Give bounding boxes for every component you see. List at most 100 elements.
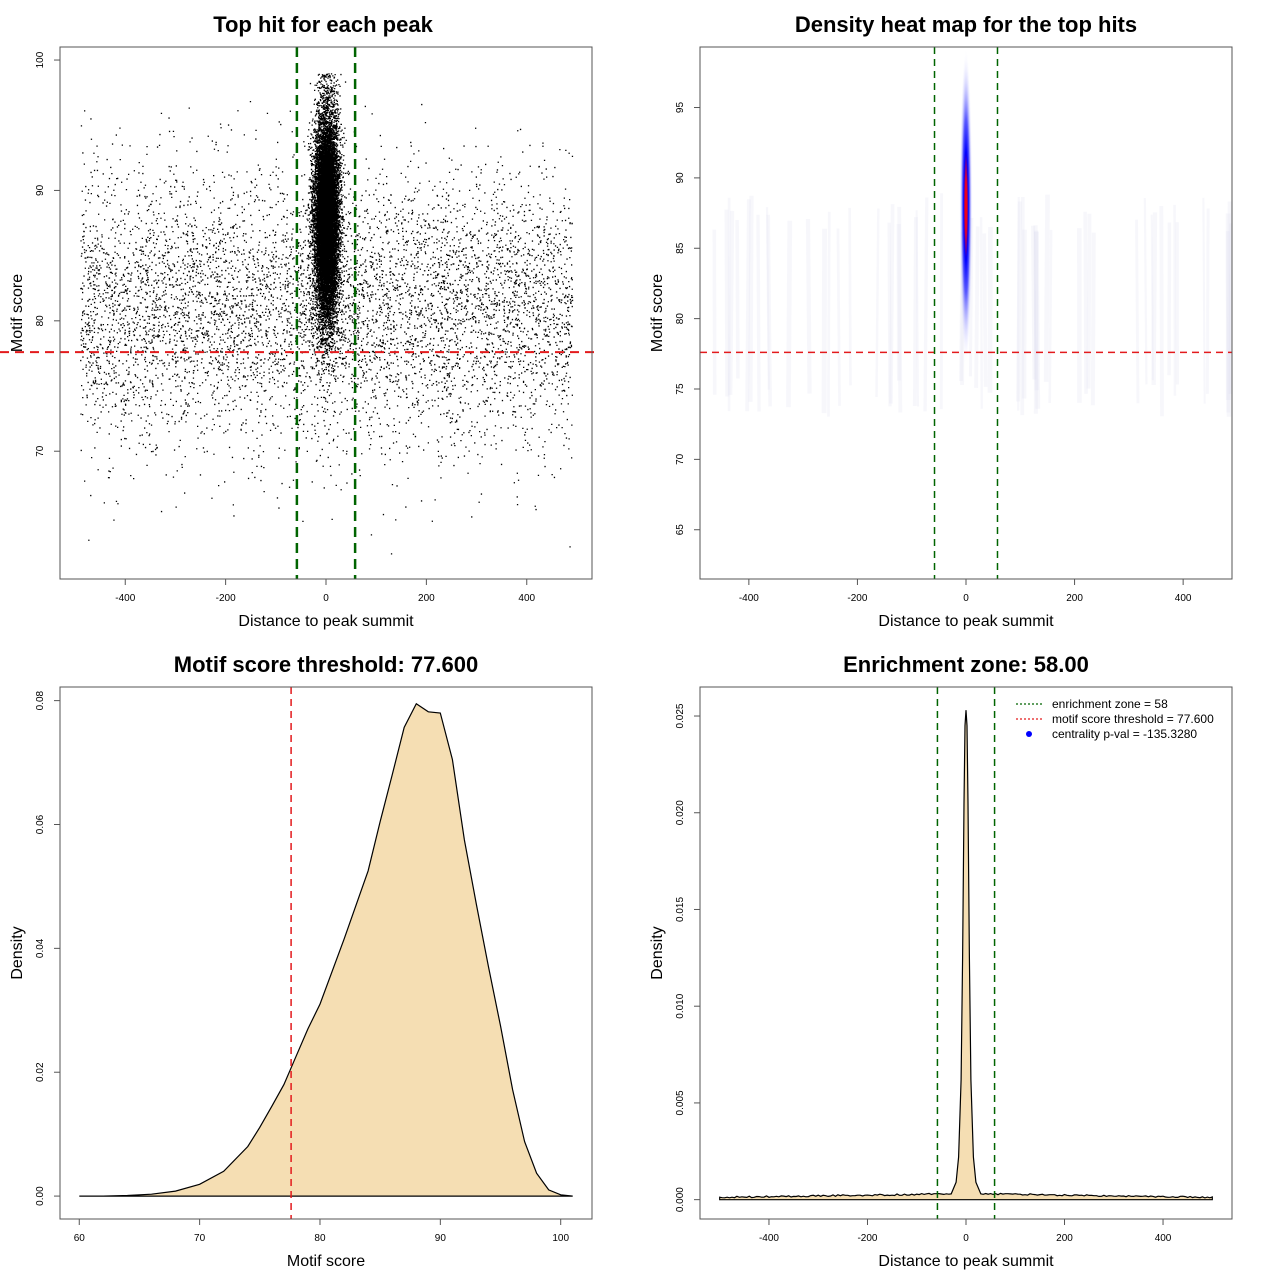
heatmap-streak	[728, 210, 735, 395]
heatmap-hotspot	[959, 47, 973, 365]
heatmap-streak	[1048, 229, 1053, 403]
x-tick-label: 400	[1155, 1233, 1172, 1244]
heatmap-streak	[766, 214, 772, 407]
heatmap-streak	[827, 211, 831, 417]
distance-density-x-axis-label: Distance to peak summit	[878, 1253, 1054, 1270]
x-tick-label: 80	[314, 1233, 326, 1244]
x-tick-label: 90	[435, 1233, 447, 1244]
y-tick-label: 0.020	[675, 800, 686, 825]
y-tick-label: 90	[675, 172, 686, 184]
heatmap-streak	[756, 214, 761, 412]
heatmap-streak	[1150, 214, 1154, 381]
y-tick-label: 0.08	[35, 690, 46, 710]
heatmap-streak	[1083, 211, 1088, 394]
heatmap-streak	[1151, 212, 1158, 385]
y-tick-label: 85	[675, 242, 686, 254]
heatmap-streak	[1090, 232, 1096, 406]
scatter-x-axis-label: Distance to peak summit	[238, 613, 414, 630]
y-tick-label: 65	[675, 524, 686, 536]
y-tick-label: 80	[675, 313, 686, 325]
heatmap-streak	[912, 217, 918, 406]
x-tick-label: -200	[857, 1233, 877, 1244]
distance-density-y-axis-label: Density	[649, 926, 666, 979]
y-tick-label: 90	[35, 184, 46, 196]
heatmap-streak	[982, 233, 988, 387]
heatmap-streak	[735, 219, 740, 379]
score-density-curve	[79, 702, 573, 1197]
heatmap-title: Density heat map for the top hits	[795, 12, 1137, 37]
heatmap-streak	[821, 228, 828, 414]
heatmap-streak	[1017, 196, 1020, 411]
y-tick-label: 80	[35, 315, 46, 327]
heatmap-streak	[923, 197, 929, 412]
scatter-reference-lines	[0, 47, 600, 579]
heatmap-streak	[1225, 231, 1231, 413]
score-density-plot-box	[59, 686, 593, 1220]
score-density-y-ticks: 0.00 0.02 0.04 0.06 0.08	[35, 690, 60, 1206]
scatter-point-cloud	[80, 73, 574, 555]
heatmap-streak	[887, 222, 892, 407]
heatmap-streak	[1228, 223, 1232, 394]
scatter-title: Top hit for each peak	[213, 12, 433, 37]
x-tick-label: -200	[216, 593, 236, 604]
heatmap-streak	[765, 207, 770, 390]
y-tick-label: 70	[675, 453, 686, 465]
x-tick-label: -200	[847, 593, 867, 604]
heatmap-streak	[805, 218, 812, 394]
heatmap-streak	[974, 226, 980, 388]
heatmap-streak	[897, 206, 903, 413]
x-tick-label: -400	[739, 593, 759, 604]
x-tick-label: -400	[759, 1233, 779, 1244]
x-tick-label: -400	[115, 593, 135, 604]
heatmap-streak	[1135, 219, 1140, 404]
x-tick-label: 100	[552, 1233, 569, 1244]
x-tick-label: 400	[1175, 593, 1192, 604]
heatmap-streak	[979, 217, 983, 409]
heatmap-reference-lines	[700, 47, 1232, 579]
heatmap-streak	[889, 204, 895, 404]
y-tick-label: 0.025	[675, 703, 686, 728]
heatmap-streak	[875, 208, 880, 397]
y-tick-label: 0.015	[675, 897, 686, 922]
score-density-x-axis-label: Motif score	[287, 1253, 365, 1270]
heatmap-streak	[1086, 213, 1092, 389]
x-tick-label: 60	[74, 1233, 86, 1244]
scatter-panel: Top hit for each peak -400 -200 0 200 400 70…	[0, 12, 600, 630]
heatmap-panel: Density heat map for the top hits -400 -2…	[649, 12, 1233, 630]
y-tick-label: 0.02	[35, 1062, 46, 1082]
score-density-title: Motif score threshold: 77.600	[174, 652, 478, 677]
scatter-x-ticks: -400 -200 0 200 400	[115, 579, 536, 604]
distance-density-legend: enrichment zone = 58 motif score thresho…	[1016, 697, 1214, 741]
heatmap-streak	[848, 207, 852, 386]
heatmap-background-streaks	[712, 193, 1232, 417]
legend-label-pval: centrality p-val = -135.3280	[1052, 727, 1197, 741]
distance-density-zone-lines	[936, 687, 996, 1219]
heatmap-streak	[786, 220, 793, 408]
x-tick-label: 200	[1066, 593, 1083, 604]
heatmap-streak	[1033, 225, 1039, 391]
y-tick-label: 70	[35, 445, 46, 457]
x-tick-label: 200	[418, 593, 435, 604]
y-tick-label: 0.005	[675, 1090, 686, 1115]
x-tick-label: 0	[963, 593, 969, 604]
legend-label-threshold: motif score threshold = 77.600	[1052, 712, 1214, 726]
distance-density-y-ticks: 0.000 0.005 0.010 0.015 0.020 0.025	[675, 703, 700, 1212]
heatmap-x-axis-label: Distance to peak summit	[878, 613, 1054, 630]
y-tick-label: 95	[675, 102, 686, 114]
heatmap-y-ticks: 65 70 75 80 85 90 95	[675, 102, 700, 536]
heatmap-streak	[1143, 197, 1148, 385]
x-tick-label: 70	[194, 1233, 206, 1244]
scatter-points	[80, 73, 574, 555]
heatmap-streak	[1033, 231, 1041, 409]
y-tick-label: 0.00	[35, 1186, 46, 1206]
heatmap-x-ticks: -400 -200 0 200 400	[739, 579, 1192, 604]
y-tick-label: 0.06	[35, 814, 46, 834]
heatmap-streak	[745, 199, 751, 412]
legend-label-zone: enrichment zone = 58	[1052, 697, 1168, 711]
y-tick-label: 0.000	[675, 1187, 686, 1212]
scatter-y-axis-label: Motif score	[9, 274, 26, 352]
heatmap-streak	[1030, 225, 1037, 380]
heatmap-streak	[1016, 201, 1022, 402]
heatmap-streak	[1159, 206, 1164, 417]
